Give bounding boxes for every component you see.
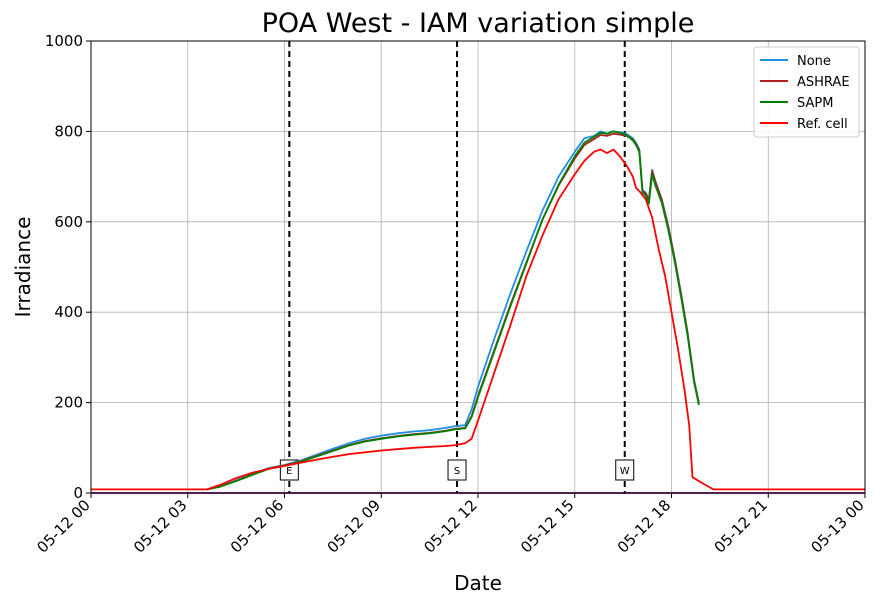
x-axis-label: Date bbox=[454, 571, 502, 595]
series-line-3 bbox=[91, 148, 865, 491]
vline-marker-label: W bbox=[620, 466, 630, 477]
legend-box bbox=[753, 46, 860, 138]
x-tick-label: 05-12 09 bbox=[324, 496, 384, 556]
x-tick-label: 05-12 12 bbox=[420, 496, 480, 556]
legend-label: SAPM bbox=[797, 96, 833, 111]
x-tick-label: 05-12 21 bbox=[711, 496, 771, 556]
vline-marker-box bbox=[447, 459, 467, 481]
y-tick-label: 400 bbox=[54, 303, 83, 321]
legend-label: ASHRAE bbox=[797, 75, 850, 90]
legend-label: None bbox=[797, 54, 831, 69]
legend-label: Ref. cell bbox=[797, 117, 848, 132]
y-axis-label: Irradiance bbox=[11, 217, 35, 318]
y-tick-label: 1000 bbox=[45, 32, 83, 50]
vline-marker-box bbox=[615, 459, 635, 481]
y-tick-label: 800 bbox=[54, 122, 83, 140]
vline-marker-label: E bbox=[286, 466, 292, 477]
vline-marker-label: S bbox=[454, 466, 460, 477]
x-tick-label: 05-13 00 bbox=[807, 496, 867, 556]
legend: None ASHRAE SAPM Ref. cell bbox=[753, 46, 860, 138]
x-tick-label: 05-12 03 bbox=[130, 496, 190, 556]
x-tick-label: 05-12 15 bbox=[517, 496, 577, 556]
chart-title: POA West - IAM variation simple bbox=[262, 8, 695, 39]
series-line-2 bbox=[206, 130, 700, 491]
x-axis-ticks: 05-12 00 05-12 03 05-12 06 05-12 09 05-12 12… bbox=[33, 493, 868, 557]
x-tick-label: 05-12 00 bbox=[33, 496, 93, 556]
y-axis-ticks: 0 200 400 600 800 1000 bbox=[45, 32, 91, 502]
x-tick-label: 05-12 18 bbox=[614, 496, 674, 556]
x-tick-label: 05-12 06 bbox=[227, 496, 287, 556]
y-tick-label: 0 bbox=[73, 484, 83, 502]
y-tick-label: 600 bbox=[54, 213, 83, 231]
y-tick-label: 200 bbox=[54, 394, 83, 412]
